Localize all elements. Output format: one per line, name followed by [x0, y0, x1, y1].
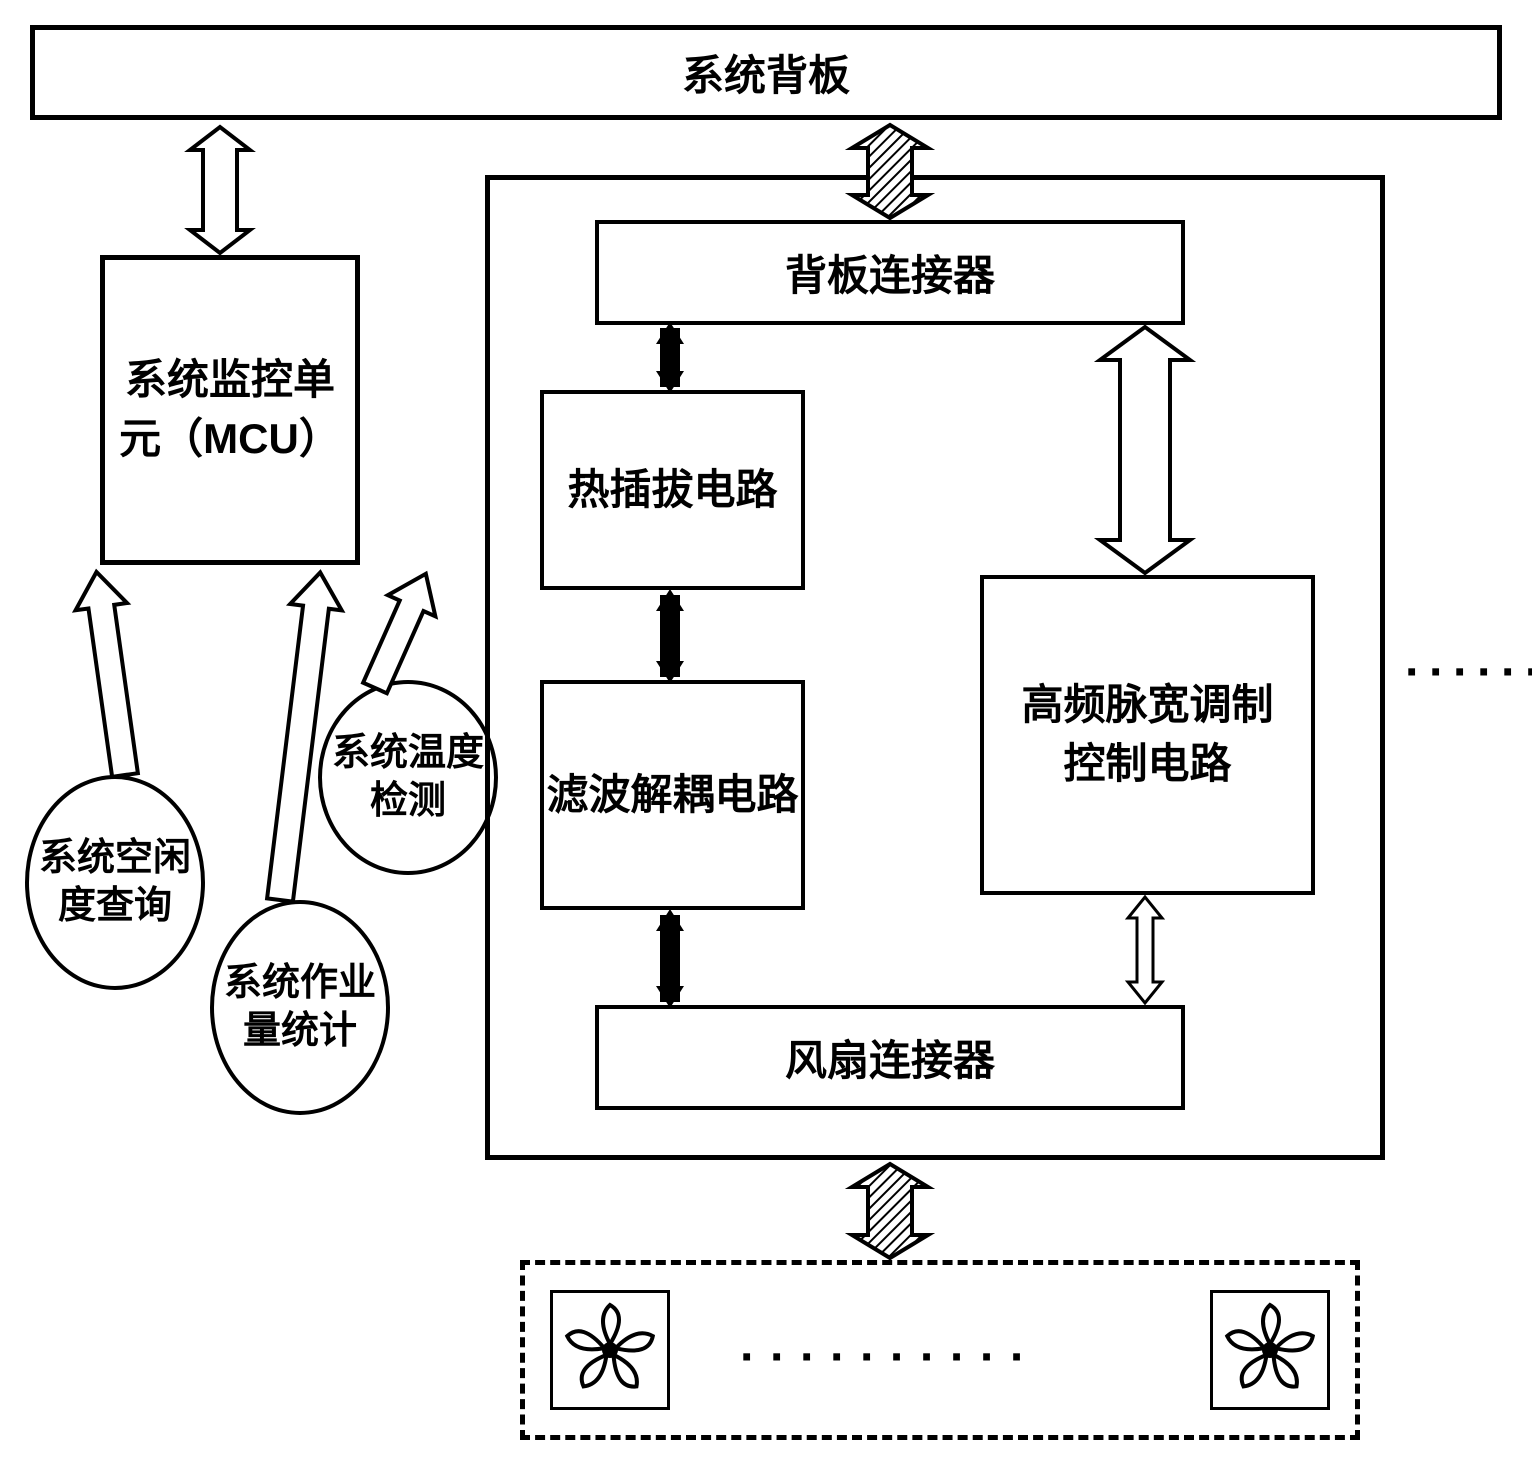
- arrow-temp-mcu: [351, 563, 449, 698]
- arrow-workload-mcu: [254, 569, 346, 903]
- arrow-backplane-module: [852, 125, 928, 218]
- arrow-module-fan: [852, 1164, 928, 1258]
- arrow-conn-pwm: [1100, 327, 1190, 573]
- arrows-layer: [20, 20, 1512, 1453]
- arrow-backplane-mcu: [190, 127, 250, 253]
- system-diagram: 系统背板 系统监控单元（MCU） 系统空闲度查询 系统作业量统计 系统温度检测 …: [20, 20, 1512, 1453]
- arrow-idle-mcu: [71, 568, 151, 778]
- arrow-hotplug-filter: [656, 589, 684, 683]
- arrow-pwm-fanconn: [1128, 897, 1162, 1003]
- arrow-conn-hotplug: [656, 322, 684, 393]
- arrow-filter-fanconn: [656, 909, 684, 1008]
